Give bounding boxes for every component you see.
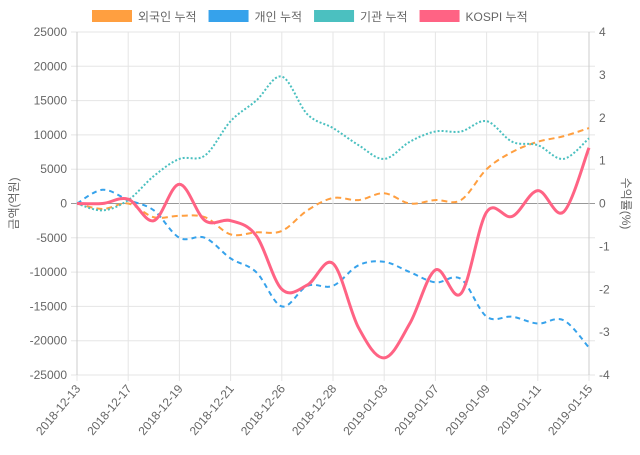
y2-tick-label: 2 (599, 111, 606, 125)
y-tick-label: -15000 (30, 299, 68, 313)
legend-item[interactable]: 기관 누적 (314, 10, 408, 24)
x-tick-label: 2018-12-17 (84, 382, 134, 438)
y-tick-label: 0 (60, 197, 67, 211)
y-tick-label: 20000 (34, 59, 68, 73)
legend-label: 개인 누적 (255, 10, 303, 24)
legend-item[interactable]: KOSPI 누적 (419, 10, 528, 24)
legend-item[interactable]: 외국인 누적 (92, 10, 197, 24)
y2-tick-label: -2 (599, 282, 610, 296)
x-tick-label: 2018-12-13 (33, 382, 83, 438)
y-tick-label: -25000 (30, 368, 68, 382)
x-tick-label: 2018-12-28 (289, 382, 339, 438)
x-tick-label: 2018-12-21 (187, 382, 237, 438)
x-tick-label: 2019-01-11 (494, 382, 544, 438)
y2-tick-label: 3 (599, 68, 606, 82)
x-tick-label: 2018-12-26 (238, 382, 288, 438)
legend-swatch (314, 10, 355, 22)
y-tick-label: 5000 (40, 162, 67, 176)
y2-tick-label: 1 (599, 154, 606, 168)
y2-tick-label: -3 (599, 325, 610, 339)
x-tick-label: 2019-01-07 (392, 382, 442, 438)
series-line-3 (76, 147, 591, 360)
y-tick-label: -10000 (30, 265, 68, 279)
x-tick-label: 2019-01-03 (340, 382, 390, 438)
y2-tick-label: 0 (599, 197, 606, 211)
y-tick-label: -20000 (30, 334, 68, 348)
legend-label: 기관 누적 (360, 10, 408, 24)
legend-label: 외국인 누적 (138, 10, 197, 24)
y-axis-title: 금액(억원) (7, 177, 21, 229)
series-line-0 (76, 127, 590, 237)
y2-tick-label: -4 (599, 368, 610, 382)
y2-tick-label: -1 (599, 239, 610, 253)
x-tick-label: 2019-01-09 (443, 382, 493, 438)
legend-item[interactable]: 개인 누적 (208, 10, 303, 24)
y-tick-label: -5000 (36, 231, 67, 245)
y2-axis-title: 수익률(%) (619, 178, 633, 230)
legend-swatch (208, 10, 249, 22)
legend-swatch (419, 10, 460, 22)
y-tick-label: 15000 (34, 94, 68, 108)
y-tick-label: 25000 (34, 25, 68, 39)
x-tick-label: 2018-12-19 (136, 382, 186, 438)
legend-swatch (92, 10, 132, 22)
x-tick-label: 2019-01-15 (545, 382, 595, 438)
y-tick-label: 10000 (34, 128, 68, 142)
y2-tick-label: 4 (599, 25, 606, 39)
legend-label: KOSPI 누적 (466, 10, 528, 24)
